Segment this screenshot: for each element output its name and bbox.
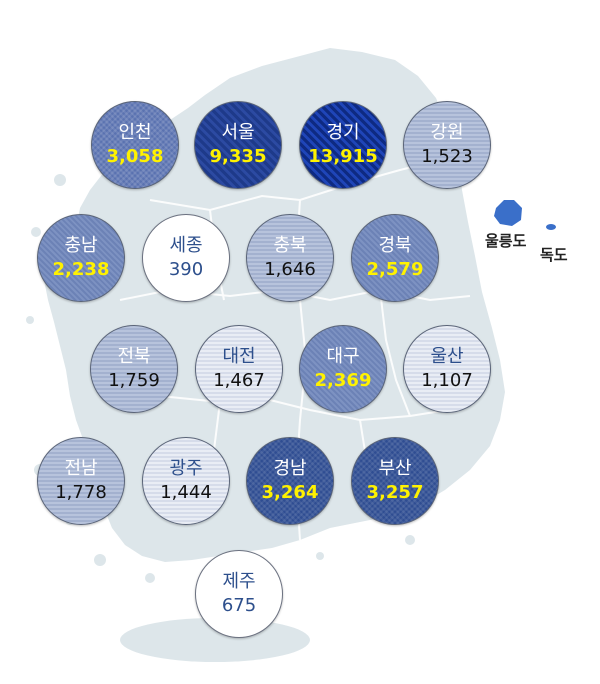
region-bubble-gwangju[interactable]: 광주 1,444 [142, 437, 230, 525]
region-name: 경남 [273, 458, 307, 479]
region-name: 전남 [64, 458, 98, 479]
region-name: 인천 [118, 122, 152, 143]
region-value: 3,257 [366, 482, 424, 503]
region-name: 전북 [117, 346, 151, 367]
region-name: 광주 [169, 458, 203, 479]
region-bubble-ulsan[interactable]: 울산 1,107 [403, 325, 491, 413]
region-bubble-gyeongbuk[interactable]: 경북 2,579 [351, 214, 439, 302]
region-name: 강원 [430, 122, 464, 143]
region-bubble-daegu[interactable]: 대구 2,369 [299, 325, 387, 413]
ulleungdo-shape [494, 200, 522, 226]
region-bubble-seoul[interactable]: 서울 9,335 [194, 101, 282, 189]
region-name: 울산 [430, 346, 464, 367]
region-bubble-sejong[interactable]: 세종 390 [142, 214, 230, 302]
region-name: 세종 [169, 235, 203, 256]
region-value: 9,335 [209, 146, 267, 167]
region-value: 3,264 [261, 482, 319, 503]
region-bubble-busan[interactable]: 부산 3,257 [351, 437, 439, 525]
region-value: 2,369 [314, 370, 372, 391]
region-bubble-incheon[interactable]: 인천 3,058 [91, 101, 179, 189]
region-value: 3,058 [106, 146, 164, 167]
region-name: 서울 [221, 122, 255, 143]
region-bubble-gangwon[interactable]: 강원 1,523 [403, 101, 491, 189]
region-bubble-chungbuk[interactable]: 충북 1,646 [246, 214, 334, 302]
region-name: 경북 [378, 235, 412, 256]
region-name: 경기 [326, 122, 360, 143]
region-value: 1,107 [421, 370, 473, 391]
region-value: 675 [221, 595, 257, 616]
region-bubble-gyeongnam[interactable]: 경남 3,264 [246, 437, 334, 525]
region-value: 390 [168, 259, 204, 280]
region-name: 제주 [222, 571, 256, 592]
region-value: 1,523 [421, 146, 473, 167]
region-value: 1,467 [213, 370, 265, 391]
region-name: 부산 [378, 458, 412, 479]
region-bubble-gyeonggi[interactable]: 경기 13,915 [299, 101, 387, 189]
region-value: 1,646 [264, 259, 316, 280]
region-name: 대전 [222, 346, 256, 367]
region-bubble-chungnam[interactable]: 충남 2,238 [37, 214, 125, 302]
region-value: 13,915 [308, 146, 378, 167]
dokdo-shape [546, 224, 556, 230]
region-bubble-daejeon[interactable]: 대전 1,467 [195, 325, 283, 413]
region-bubble-jeju[interactable]: 제주 675 [195, 550, 283, 638]
ulleungdo-label: 울릉도 [485, 232, 527, 250]
region-name: 충남 [64, 235, 98, 256]
region-value: 2,238 [52, 259, 110, 280]
region-value: 1,778 [55, 482, 107, 503]
region-value: 1,759 [108, 370, 160, 391]
region-name: 대구 [326, 346, 360, 367]
region-value: 1,444 [160, 482, 212, 503]
region-name: 충북 [273, 235, 307, 256]
region-value: 2,579 [366, 259, 424, 280]
dokdo-label: 독도 [540, 246, 568, 264]
region-bubble-jeonbuk[interactable]: 전북 1,759 [90, 325, 178, 413]
region-bubble-jeonnam[interactable]: 전남 1,778 [37, 437, 125, 525]
